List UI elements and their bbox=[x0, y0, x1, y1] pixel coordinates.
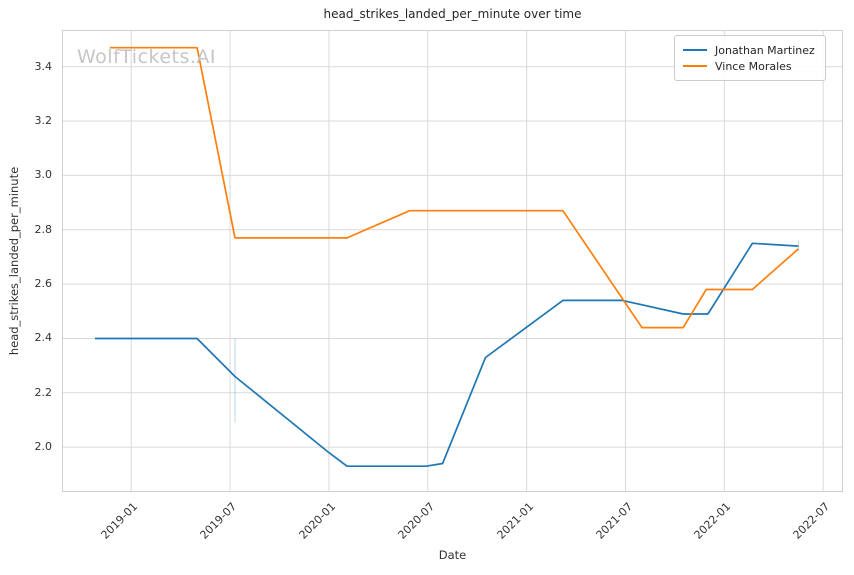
y-tick-label: 3.2 bbox=[34, 114, 53, 128]
x-tick-label: 2019-07 bbox=[197, 500, 240, 542]
x-tick-label: 2021-07 bbox=[592, 500, 635, 542]
x-tick-label: 2021-01 bbox=[494, 500, 536, 542]
x-axis-label: Date bbox=[438, 548, 467, 562]
legend-label: Jonathan Martinez bbox=[715, 43, 815, 57]
y-tick-label: 2.0 bbox=[34, 440, 53, 454]
series-line-vince-morales bbox=[109, 46, 800, 329]
chart-canvas bbox=[62, 30, 843, 492]
x-tick-label: 2022-07 bbox=[790, 500, 833, 542]
y-tick-label: 3.0 bbox=[34, 168, 53, 182]
watermark: WolfTickets.AI bbox=[77, 46, 217, 68]
legend-item: Vince Morales bbox=[683, 58, 817, 74]
y-tick-label: 2.4 bbox=[34, 331, 53, 345]
series-line-jonathan-martinez bbox=[95, 242, 799, 468]
x-tick-label: 2022-01 bbox=[691, 500, 734, 542]
y-axis-label: head_strikes_landed_per_minute bbox=[7, 166, 21, 356]
x-tick-label: 2020-07 bbox=[395, 500, 437, 542]
x-tick-label: 2020-01 bbox=[296, 500, 339, 542]
legend-label: Vince Morales bbox=[715, 59, 792, 73]
y-tick-label: 3.4 bbox=[34, 59, 53, 73]
y-tick-label: 2.8 bbox=[34, 222, 53, 236]
legend: Jonathan Martinez Vince Morales bbox=[674, 35, 826, 81]
legend-item: Jonathan Martinez bbox=[683, 42, 817, 58]
x-tick-label: 2019-01 bbox=[98, 500, 141, 542]
plot-frame bbox=[62, 30, 843, 492]
legend-line-swatch-orange bbox=[683, 65, 707, 67]
y-tick-label: 2.2 bbox=[34, 385, 53, 399]
y-tick-label: 2.6 bbox=[34, 277, 53, 291]
legend-line-swatch-blue bbox=[683, 49, 707, 51]
chart-title: head_strikes_landed_per_minute over time bbox=[323, 7, 582, 21]
plot-area: WolfTickets.AI Jonathan Martinez Vince M… bbox=[62, 30, 843, 492]
